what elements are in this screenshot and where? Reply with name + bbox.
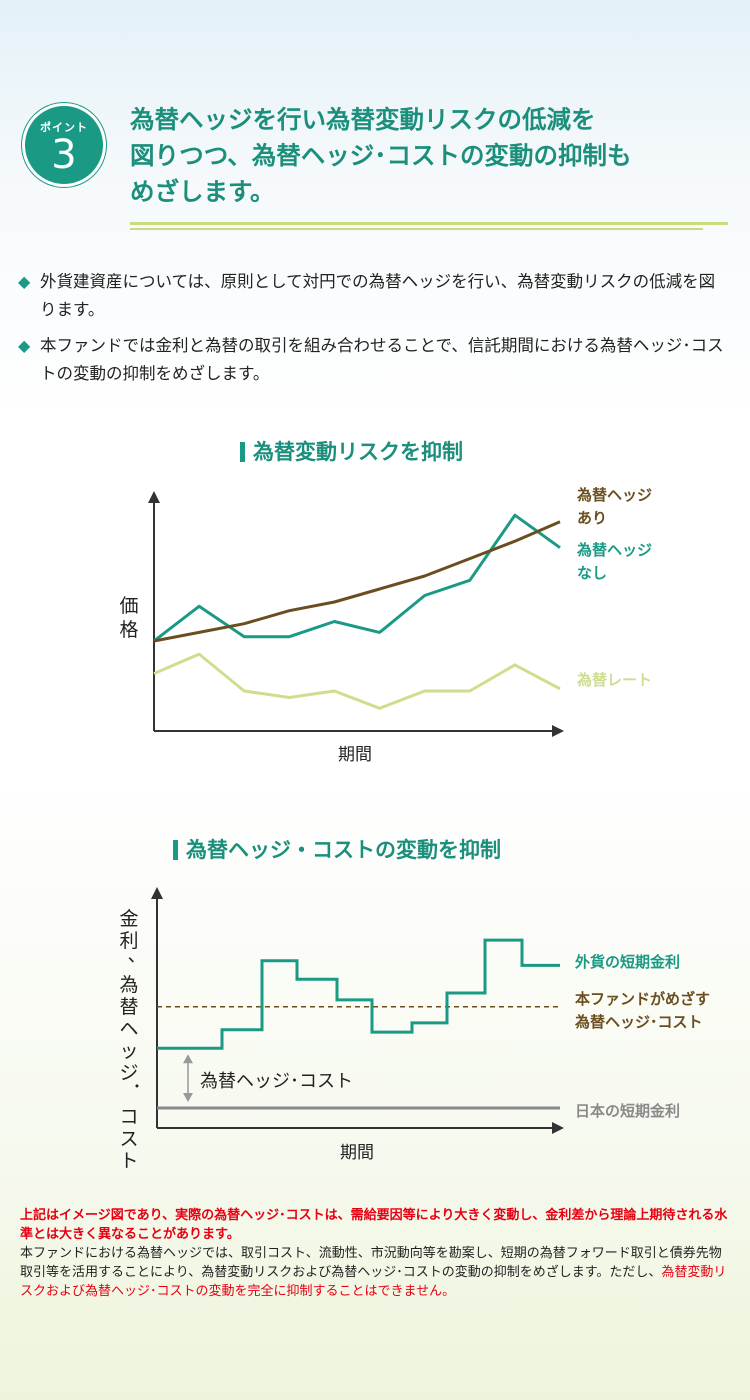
chart2-annotation: 為替ヘッジ･コスト — [200, 1071, 353, 1092]
chart2-title: 為替ヘッジ・コストの変動を抑制 — [173, 834, 501, 864]
headline-line-3: めざします。 — [130, 177, 275, 206]
chart2-y-label: ヘ — [119, 1018, 138, 1040]
chart1-series-line — [153, 520, 561, 643]
chart2-x-arrow-icon — [552, 1122, 564, 1134]
diamond-icon: ◆ — [18, 272, 31, 291]
chart1-title: 為替変動リスクを抑制 — [240, 436, 463, 466]
headline-line-1: 為替ヘッジを行い為替変動リスクの低減を — [130, 105, 596, 134]
diamond-icon: ◆ — [18, 336, 31, 355]
chart2-y-label: ッ — [119, 1040, 138, 1062]
chart1-y-label: 格 — [119, 619, 138, 641]
chart2-x-label: 期間 — [340, 1143, 374, 1163]
chart1-y-arrow-icon — [148, 491, 160, 503]
footnote-red-text: 為替変動リスクおよび為替ヘッジ･コストの変動を完全に抑制することはできません。 — [20, 1265, 727, 1299]
headline-line-2: 図りつつ、為替ヘッジ･コストの変動の抑制も — [130, 141, 632, 170]
chart1-series-label: 為替ヘッジ — [576, 486, 652, 504]
chart2-series-label: 為替ヘッジ･コスト — [574, 1013, 703, 1031]
chart2-series-label: 本ファンドがめざす — [575, 990, 710, 1008]
title-bar-icon — [173, 840, 178, 860]
chart2-svg: 為替ヘッジ･コスト外貨の短期金利本ファンドがめざす為替ヘッジ･コスト日本の短期金… — [119, 887, 710, 1170]
chart2-series-label: 日本の短期金利 — [575, 1102, 680, 1120]
chart1-series-line — [153, 652, 561, 710]
chart2-y-arrow-icon — [151, 887, 163, 899]
bullet-text: 外貨建資産については、原則として対円での為替ヘッジを行い、為替変動リスクの低減を… — [40, 272, 716, 319]
chart2-y-label: 利 — [119, 930, 138, 952]
chart2-cost-arrow-up-icon — [183, 1054, 193, 1064]
bullet-item: ◆ 外貨建資産については、原則として対円での為替ヘッジを行い、為替変動リスクの低… — [18, 268, 730, 324]
chart2-y-label: 金 — [119, 908, 138, 930]
title-bar-icon — [240, 442, 245, 462]
chart1-series-label: なし — [577, 564, 607, 582]
bullet-text: 本ファンドでは金利と為替の取引を組み合わせることで、信託期間における為替ヘッジ･… — [40, 336, 724, 383]
chart1-x-arrow-icon — [552, 725, 564, 737]
chart2-foreign-rate-line — [157, 938, 560, 1050]
chart2-title-text: 為替ヘッジ・コストの変動を抑制 — [186, 838, 501, 862]
chart2-y-label: 、 — [127, 944, 146, 966]
headline-underline-2 — [130, 228, 703, 230]
point-badge: ポイント 3 — [22, 103, 106, 187]
point-label: ポイント — [40, 121, 88, 134]
chart1-y-label: 価 — [119, 595, 138, 617]
chart1-series-line — [153, 513, 561, 643]
bullet-list: ◆ 外貨建資産については、原則として対円での為替ヘッジを行い、為替変動リスクの低… — [18, 268, 730, 396]
footnote: 上記はイメージ図であり、実際の為替ヘッジ･コストは、需給要因等により大きく変動し… — [20, 1206, 732, 1301]
chart1-series-label: あり — [577, 509, 607, 527]
chart2-y-label: 為 — [119, 974, 138, 996]
chart2-y-label: 替 — [119, 996, 138, 1018]
chart1-series-label: 為替ヘッジ — [576, 541, 652, 559]
bullet-item: ◆ 本ファンドでは金利と為替の取引を組み合わせることで、信託期間における為替ヘッ… — [18, 332, 730, 388]
chart2-series-label: 外貨の短期金利 — [574, 953, 680, 971]
chart1-series-label: 為替レート — [576, 671, 652, 689]
footnote-body: 本ファンドにおける為替ヘッジでは、取引コスト、流動性、市況動向等を勘案し、短期の… — [20, 1244, 732, 1301]
footnote-warning: 上記はイメージ図であり、実際の為替ヘッジ･コストは、需給要因等により大きく変動し… — [20, 1208, 728, 1242]
chart1-x-label: 期間 — [338, 745, 372, 765]
headline-underline — [130, 222, 728, 225]
chart2-y-label: ト — [119, 1150, 138, 1170]
chart2-y-label: ジ — [119, 1062, 138, 1084]
footnote-text: 本ファンドにおける為替ヘッジでは、取引コスト、流動性、市況動向等を勘案し、短期の… — [20, 1246, 722, 1280]
headline: 為替ヘッジを行い為替変動リスクの低減を 図りつつ、為替ヘッジ･コストの変動の抑制… — [130, 102, 710, 210]
chart2-y-label: ･ — [132, 1076, 142, 1098]
chart2-y-label: コ — [119, 1106, 138, 1128]
chart2-cost-arrow-down-icon — [183, 1093, 193, 1102]
point-number: 3 — [51, 132, 77, 178]
chart1-title-text: 為替変動リスクを抑制 — [253, 440, 463, 464]
chart2-y-label: ス — [119, 1128, 138, 1150]
